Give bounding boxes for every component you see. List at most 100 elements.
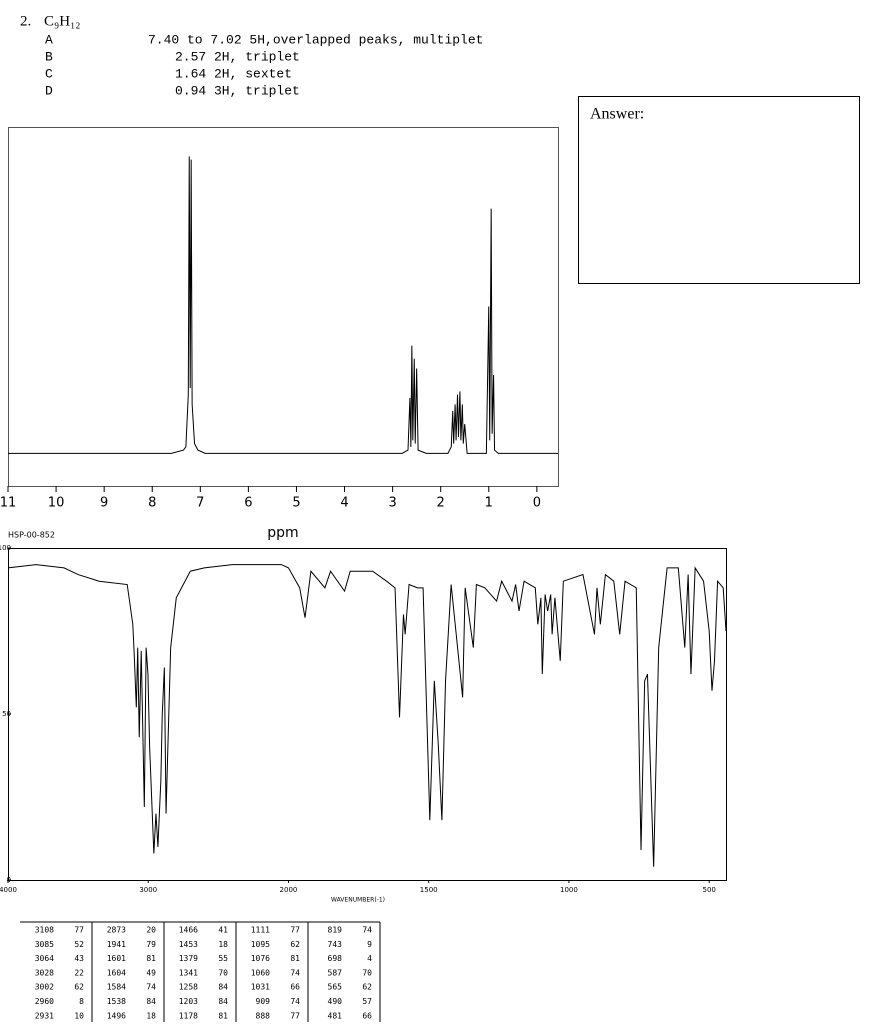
transmittance: 84 <box>218 983 228 992</box>
transmittance: 74 <box>290 997 300 1006</box>
x-tick-label: 2 <box>437 496 445 511</box>
x-axis-label: WAVENUMBER(-1) <box>331 897 385 904</box>
x-axis-label: ppm <box>267 525 298 541</box>
row-text: 7.40 to 7.02 5H,overlapped peaks, multip… <box>148 32 483 47</box>
x-tick-label: 4000 <box>0 886 17 894</box>
wavenumber: 1111 <box>251 926 270 935</box>
wavenumber: 587 <box>328 968 343 977</box>
wavenumber: 2960 <box>35 997 54 1006</box>
ir-code: HSP-00-852 <box>8 531 55 540</box>
transmittance: 74 <box>146 983 156 992</box>
transmittance: 52 <box>74 940 84 949</box>
x-tick-label: 4 <box>340 496 348 511</box>
transmittance: 77 <box>290 1011 300 1020</box>
transmittance: 81 <box>146 954 156 963</box>
transmittance: 74 <box>290 968 300 977</box>
x-tick-label: 500 <box>702 886 715 894</box>
wavenumber: 819 <box>328 926 343 935</box>
transmittance: 62 <box>362 983 372 992</box>
row-text: 1.64 2H, sextet <box>175 66 292 81</box>
wavenumber: 1466 <box>179 926 198 935</box>
wavenumber: 2873 <box>107 926 126 935</box>
transmittance: 4 <box>367 954 372 963</box>
wavenumber: 1604 <box>107 968 126 977</box>
nmr-frame <box>8 127 559 487</box>
y-tick-label: 0 <box>7 876 11 884</box>
transmittance: 10 <box>74 1011 84 1020</box>
transmittance: 41 <box>218 926 228 935</box>
x-tick-label: 10 <box>48 496 65 511</box>
transmittance: 18 <box>146 1011 156 1020</box>
x-tick-label: 1500 <box>420 886 438 894</box>
wavenumber: 1076 <box>251 954 270 963</box>
transmittance: 77 <box>74 926 84 935</box>
transmittance: 66 <box>290 983 300 992</box>
wavenumber: 3085 <box>35 940 54 949</box>
wavenumber: 1584 <box>107 983 126 992</box>
wavenumber: 1496 <box>107 1011 126 1020</box>
wavenumber: 3002 <box>35 983 54 992</box>
transmittance: 9 <box>367 940 372 949</box>
transmittance: 84 <box>146 997 156 1006</box>
x-tick-label: 6 <box>244 496 252 511</box>
x-tick-label: 1 <box>485 496 493 511</box>
x-tick-label: 3 <box>388 496 396 511</box>
spectrum-line <box>7 564 727 867</box>
wavenumber: 1941 <box>107 940 126 949</box>
formula: C₉H₁₂ <box>44 13 81 29</box>
wavenumber: 1379 <box>179 954 198 963</box>
wavenumber: 1538 <box>107 997 126 1006</box>
wavenumber: 1258 <box>179 983 198 992</box>
x-tick-label: 3000 <box>139 886 157 894</box>
wavenumber: 3108 <box>35 926 54 935</box>
row-label: D <box>45 83 53 98</box>
wavenumber: 1095 <box>251 940 270 949</box>
answer-label: Answer: <box>590 106 644 123</box>
wavenumber: 490 <box>328 997 343 1006</box>
row-label: C <box>45 66 53 81</box>
transmittance: 81 <box>218 1011 228 1020</box>
x-tick-label: 1000 <box>560 886 578 894</box>
transmittance: 74 <box>362 926 372 935</box>
ir-frame <box>8 548 727 881</box>
y-tick-label: 50 <box>2 710 11 718</box>
row-label: B <box>45 49 53 64</box>
wavenumber: 2931 <box>35 1011 54 1020</box>
wavenumber: 888 <box>256 1011 271 1020</box>
wavenumber: 1178 <box>179 1011 198 1020</box>
wavenumber: 1031 <box>251 983 270 992</box>
x-tick-label: 5 <box>292 496 300 511</box>
wavenumber: 565 <box>328 983 343 992</box>
x-tick-label: 11 <box>0 496 16 511</box>
transmittance: 84 <box>218 997 228 1006</box>
transmittance: 57 <box>362 997 372 1006</box>
wavenumber: 1341 <box>179 968 198 977</box>
transmittance: 20 <box>146 926 156 935</box>
x-tick-label: 8 <box>148 496 156 511</box>
transmittance: 43 <box>74 954 84 963</box>
transmittance: 66 <box>362 1011 372 1020</box>
wavenumber: 1060 <box>251 968 270 977</box>
spectrum-line <box>8 156 558 454</box>
transmittance: 8 <box>79 997 84 1006</box>
wavenumber: 3028 <box>35 968 54 977</box>
wavenumber: 481 <box>328 1011 343 1020</box>
x-tick-label: 0 <box>533 496 541 511</box>
wavenumber: 743 <box>328 940 343 949</box>
x-tick-label: 9 <box>100 496 108 511</box>
wavenumber: 3064 <box>35 954 54 963</box>
transmittance: 70 <box>218 968 228 977</box>
wavenumber: 1601 <box>107 954 126 963</box>
row-label: A <box>45 32 53 47</box>
x-tick-label: 7 <box>196 496 204 511</box>
wavenumber: 698 <box>328 954 343 963</box>
transmittance: 22 <box>74 968 84 977</box>
transmittance: 62 <box>74 983 84 992</box>
row-text: 0.94 3H, triplet <box>175 83 300 98</box>
transmittance: 18 <box>218 940 228 949</box>
transmittance: 79 <box>146 940 156 949</box>
transmittance: 81 <box>290 954 300 963</box>
